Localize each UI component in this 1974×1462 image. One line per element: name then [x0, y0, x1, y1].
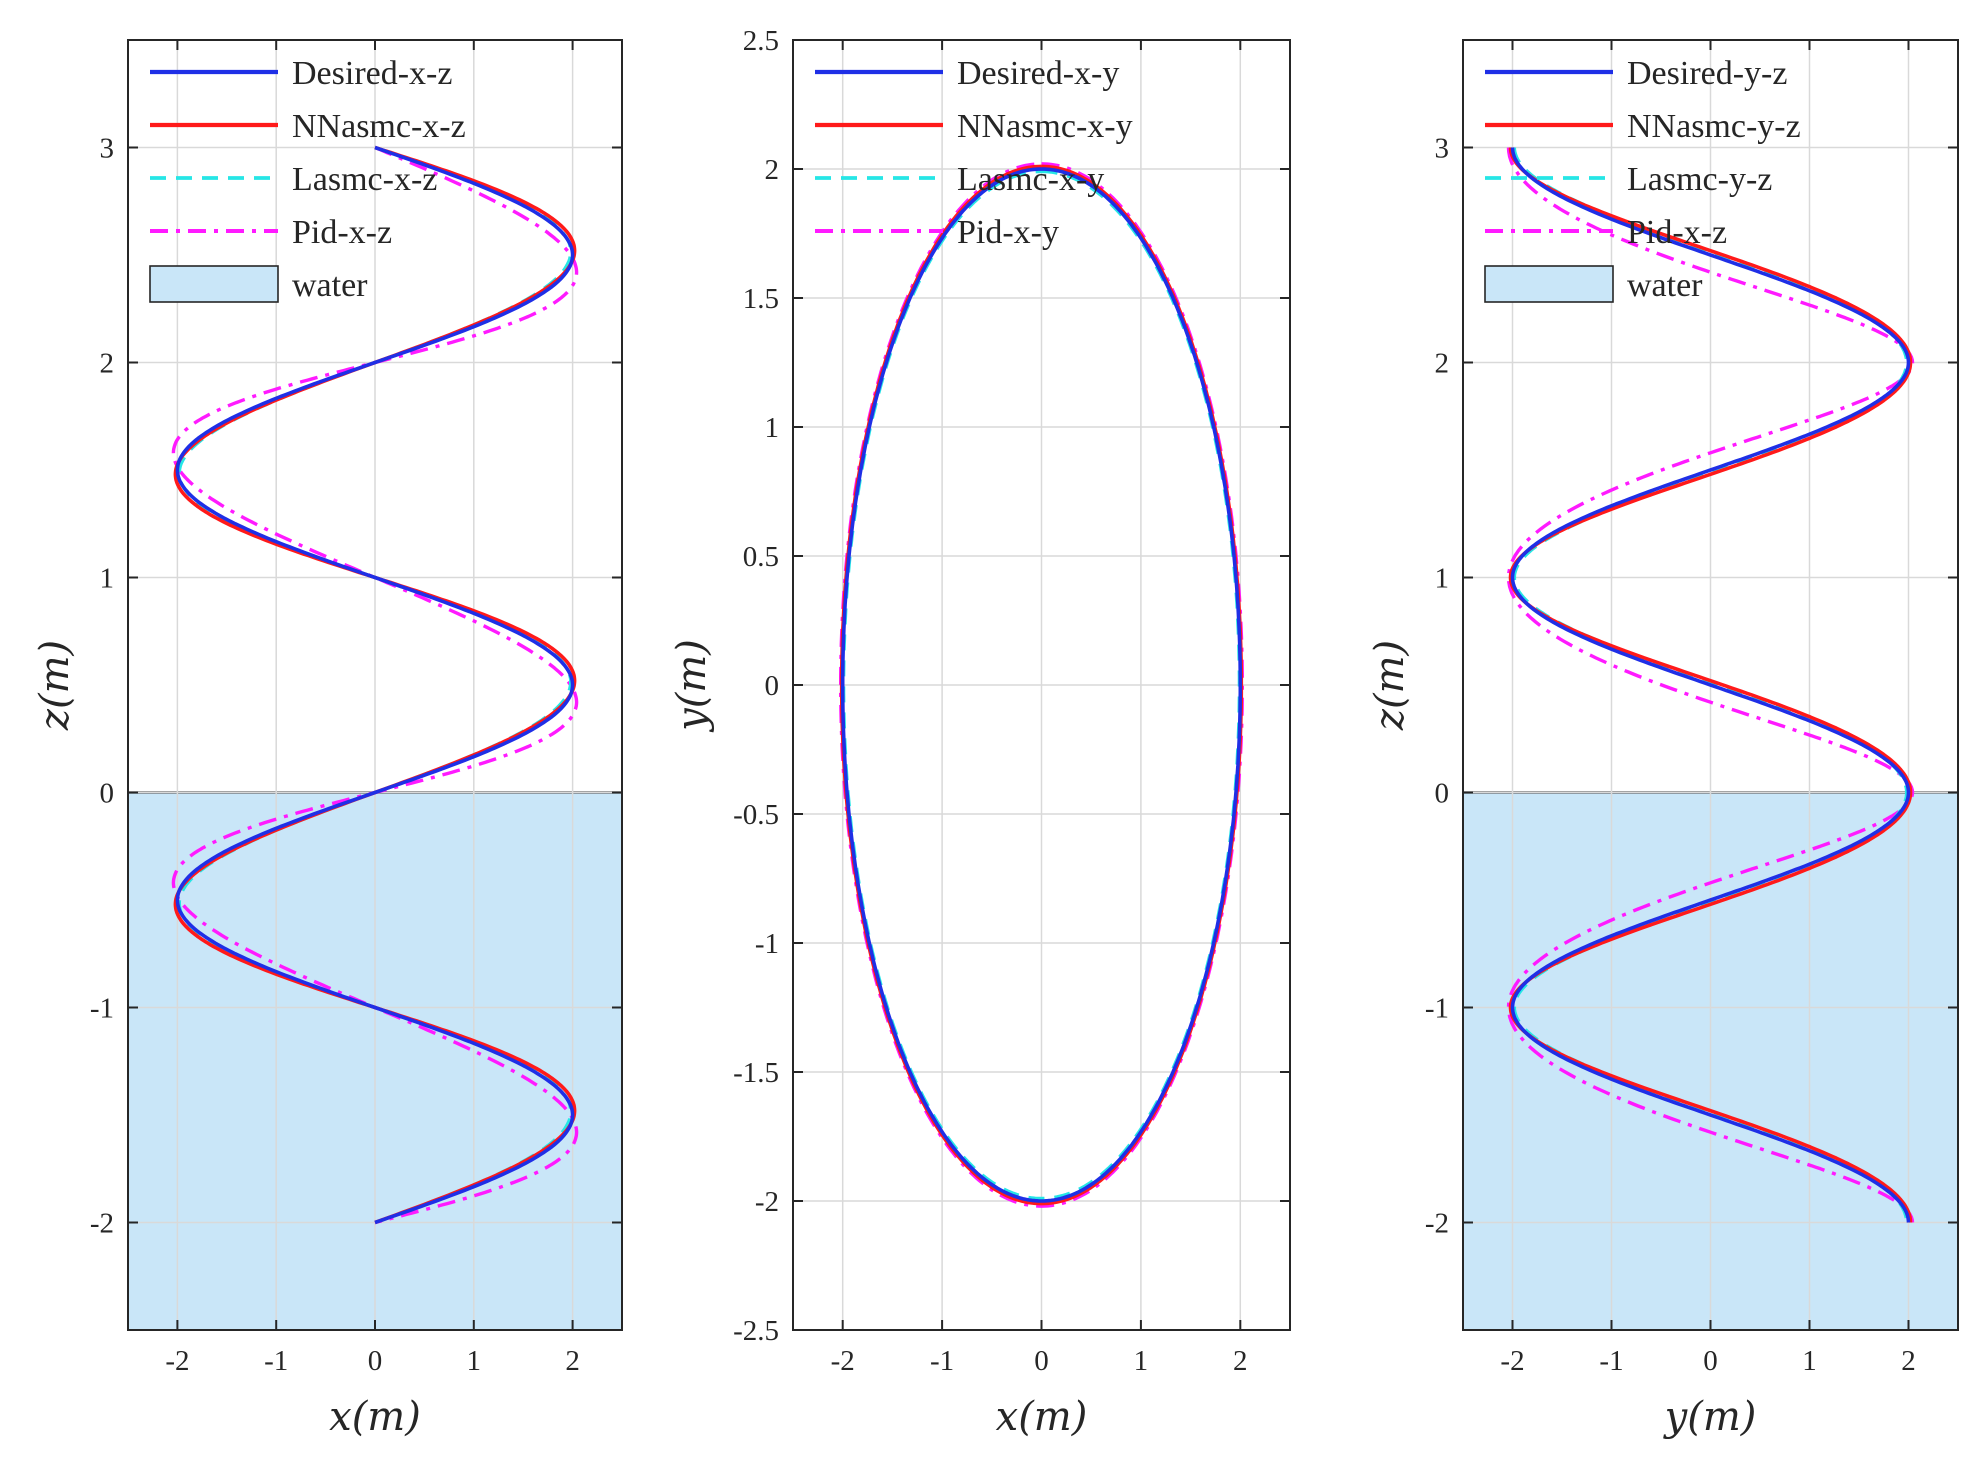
series-line-desired-x-z: [175, 145, 575, 1225]
series-group: [839, 162, 1244, 1208]
y-axis-label: z(m): [1367, 640, 1413, 731]
legend: Desired-x-y NNasmc-x-y Lasmc-x-y Pid-x-y: [815, 55, 1133, 251]
x-tick-label: -2: [165, 1345, 189, 1377]
y-tick-label: -2: [90, 1208, 114, 1240]
y-tick-label: -2.5: [733, 1315, 779, 1347]
legend-label: Lasmc-y-z: [1627, 161, 1772, 198]
x-tick-label: 0: [1034, 1345, 1049, 1377]
x-tick-label: 2: [1901, 1345, 1916, 1377]
x-tick-label: 1: [467, 1345, 482, 1377]
y-tick-label: -1: [90, 993, 114, 1025]
legend-label: Lasmc-x-y: [957, 161, 1104, 198]
y-tick-label: 0: [1435, 778, 1450, 810]
legend-label: Pid-x-y: [957, 214, 1059, 251]
series-group: [171, 145, 579, 1225]
y-tick-label: 1.5: [743, 283, 779, 315]
x-tick-label: 0: [368, 1345, 383, 1377]
series-line-pid-x-z: [171, 145, 579, 1225]
y-tick-label: 0: [765, 670, 780, 702]
legend: Desired-y-z NNasmc-y-z Lasmc-y-z Pid-x-z wat…: [1484, 55, 1801, 304]
x-axis-label: x(m): [329, 1394, 421, 1440]
legend-swatch-water: [1484, 265, 1614, 303]
legend: Desired-x-z NNasmc-x-z Lasmc-x-z Pid-x-z wat…: [149, 55, 466, 304]
legend-label: Desired-x-z: [292, 55, 452, 92]
y-tick-label: -2: [1425, 1208, 1449, 1240]
y-tick-label: 1: [100, 563, 115, 595]
y-tick-label: 2: [1435, 348, 1450, 380]
x-tick-label: 2: [1233, 1345, 1248, 1377]
series-group: [1506, 147, 1915, 1223]
series-line-pid-x-z: [1506, 147, 1915, 1223]
x-axis-label: y(m): [1663, 1394, 1757, 1440]
legend-label: Pid-x-z: [1627, 214, 1727, 251]
y-tick-label: 0: [100, 778, 115, 810]
y-tick-label: -1.5: [733, 1057, 779, 1089]
y-tick-label: 1: [1435, 563, 1450, 595]
legend-swatch-water: [149, 265, 279, 303]
legend-label: NNasmc-x-z: [292, 108, 466, 145]
y-tick-label: 3: [100, 133, 115, 165]
y-tick-label: 0.5: [743, 541, 779, 573]
series-line-desired-y-z: [1510, 147, 1911, 1223]
x-tick-label: -1: [1599, 1345, 1623, 1377]
y-axis-label: z(m): [32, 640, 78, 731]
legend-label: water: [292, 267, 368, 304]
y-tick-label: 2: [765, 154, 780, 186]
legend-label: Lasmc-x-z: [292, 161, 437, 198]
x-tick-label: 1: [1802, 1345, 1817, 1377]
xz-plot: -2 -1 0 1 2 -2 -1 0 1 2 3 x(m) z(m) Desired-x-z NNasmc…: [32, 39, 623, 1440]
x-tick-label: -1: [264, 1345, 288, 1377]
y-tick-label: -0.5: [733, 799, 779, 831]
x-tick-label: 0: [1703, 1345, 1718, 1377]
y-tick-label: -1: [1425, 993, 1449, 1025]
legend-label: Desired-y-z: [1627, 55, 1787, 92]
x-axis-label: x(m): [996, 1394, 1088, 1440]
y-tick-label: 3: [1435, 133, 1450, 165]
x-tick-label: -2: [831, 1345, 855, 1377]
y-tick-label: -2: [755, 1186, 779, 1218]
yz-plot: -2 -1 0 1 2 -2 -1 0 1 2 3 y(m) z(m) Desired-y-z NNasmc…: [1367, 39, 1959, 1440]
xy-plot: -2 -1 0 1 2 -2.5 -2 -1.5 -1 -0.5 0 0.5 1 1.5 2 2.5 x(m) y…: [669, 25, 1291, 1440]
x-tick-label: 2: [565, 1345, 580, 1377]
y-axis-label: y(m): [669, 639, 715, 733]
legend-label: NNasmc-x-y: [957, 108, 1133, 145]
y-tick-label: 2.5: [743, 25, 779, 57]
y-tick-label: 2: [100, 348, 115, 380]
legend-label: Desired-x-y: [957, 55, 1119, 92]
legend-label: NNasmc-y-z: [1627, 108, 1801, 145]
y-tick-label: -1: [755, 928, 779, 960]
x-tick-label: -1: [930, 1345, 954, 1377]
series-line-desired-x-y: [840, 167, 1243, 1203]
x-tick-label: -2: [1500, 1345, 1524, 1377]
legend-label: water: [1627, 267, 1703, 304]
y-tick-label: 1: [765, 412, 780, 444]
legend-label: Pid-x-z: [292, 214, 392, 251]
x-tick-label: 1: [1134, 1345, 1149, 1377]
